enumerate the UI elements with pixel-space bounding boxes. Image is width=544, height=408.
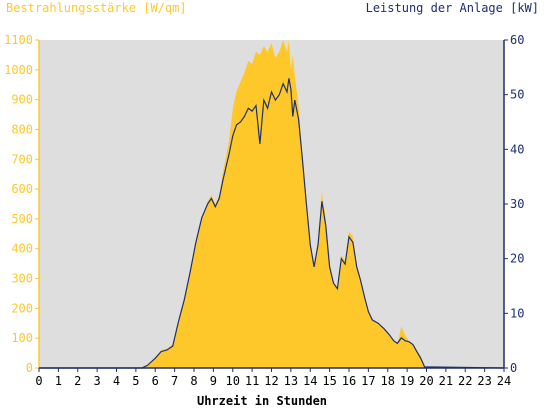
right-axis-title: Leistung der Anlage [kW]: [366, 1, 539, 15]
power-line: [39, 78, 505, 369]
x-tick-label: 13: [284, 374, 298, 388]
left-tick-label: 800: [11, 122, 33, 136]
left-tick-label: 600: [11, 182, 33, 196]
x-tick-label: 12: [264, 374, 278, 388]
x-tick-label: 10: [226, 374, 240, 388]
left-tick-label: 1100: [4, 33, 33, 47]
x-tick-label: 3: [94, 374, 101, 388]
left-tick-label: 400: [11, 242, 33, 256]
right-tick-label: 0: [510, 361, 517, 375]
left-tick-label: 200: [11, 301, 33, 315]
irradiance-area: [39, 40, 504, 368]
x-tick-label: 17: [361, 374, 375, 388]
x-tick-label: 24: [497, 374, 511, 388]
left-tick-label: 0: [26, 361, 33, 375]
left-tick-label: 500: [11, 212, 33, 226]
x-axis-ticks: 0 1 2 3 4 5 6 7 8 9 10 11 12 13 14 15 16 17 18 19 20 21 22 23 24: [35, 368, 511, 388]
right-tick-label: 60: [510, 33, 524, 47]
left-axis-ticks: 0 100 200 300 400 500 600 700 800 900 1000 1100: [4, 33, 39, 375]
x-tick-label: 7: [171, 374, 178, 388]
right-tick-label: 20: [510, 252, 524, 266]
x-tick-label: 23: [477, 374, 491, 388]
x-tick-label: 15: [322, 374, 336, 388]
series-layer: [39, 40, 505, 369]
x-tick-label: 11: [245, 374, 259, 388]
right-axis-ticks: 0 10 20 30 40 50 60: [504, 33, 524, 375]
x-tick-label: 8: [190, 374, 197, 388]
x-axis-label: Uhrzeit in Stunden: [197, 394, 327, 408]
left-tick-label: 900: [11, 93, 33, 107]
x-tick-label: 14: [303, 374, 317, 388]
x-tick-label: 6: [152, 374, 159, 388]
x-tick-label: 0: [35, 374, 42, 388]
right-tick-label: 30: [510, 197, 524, 211]
right-tick-label: 10: [510, 306, 524, 320]
x-tick-label: 4: [113, 374, 120, 388]
x-tick-label: 5: [132, 374, 139, 388]
left-tick-label: 100: [11, 331, 33, 345]
left-tick-label: 1000: [4, 63, 33, 77]
left-tick-label: 700: [11, 152, 33, 166]
x-tick-label: 21: [439, 374, 453, 388]
x-tick-label: 2: [74, 374, 81, 388]
x-tick-label: 16: [342, 374, 356, 388]
right-tick-label: 50: [510, 88, 524, 102]
x-tick-label: 18: [381, 374, 395, 388]
left-tick-label: 300: [11, 272, 33, 286]
right-tick-label: 40: [510, 142, 524, 156]
x-tick-label: 22: [458, 374, 472, 388]
left-axis-title: Bestrahlungsstärke [W/qm]: [6, 1, 187, 15]
x-tick-label: 1: [55, 374, 62, 388]
x-tick-label: 20: [419, 374, 433, 388]
x-tick-label: 9: [210, 374, 217, 388]
x-tick-label: 19: [400, 374, 414, 388]
